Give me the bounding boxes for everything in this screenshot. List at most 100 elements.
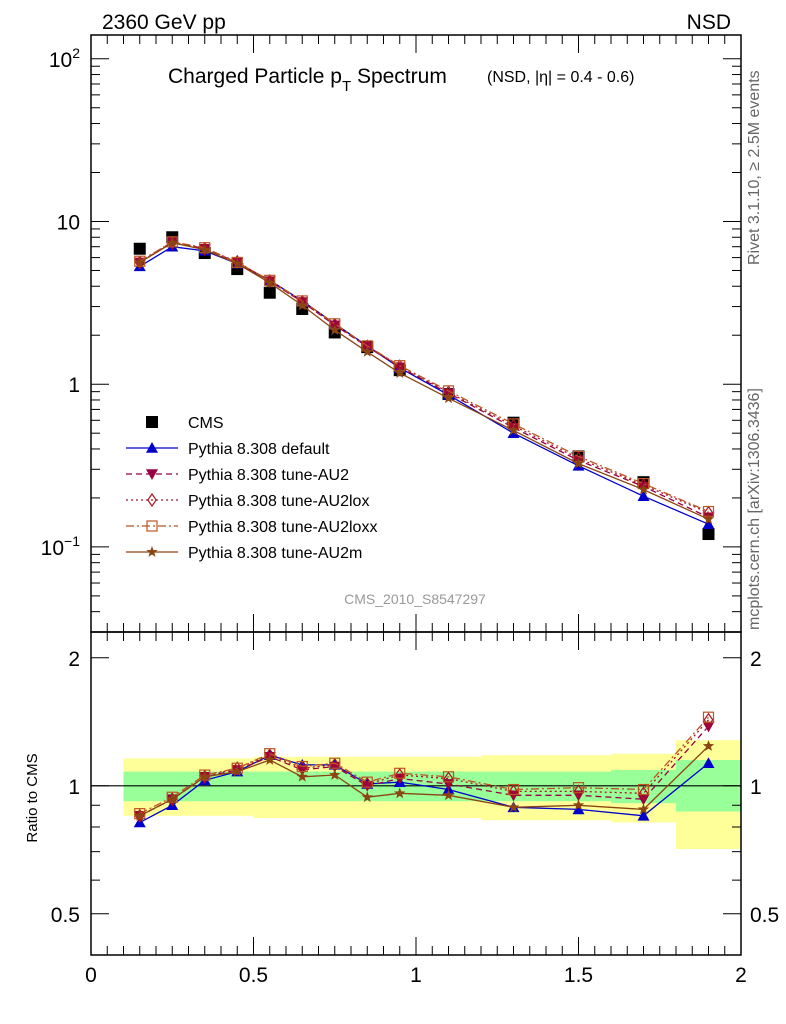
data-point (199, 242, 211, 254)
ratio-data-point (573, 784, 584, 799)
chart-title: Charged Particle pT Spectrum (168, 65, 447, 95)
ratio-data-point (329, 757, 341, 769)
ratio-x-tick-label: 0 (85, 964, 97, 987)
chart-title-suffix: (NSD, |η| = 0.4 - 0.6) (487, 69, 634, 86)
legend-label: Pythia 8.308 tune-AU2 (188, 467, 349, 484)
main-y-tick-label: 10 (57, 211, 80, 234)
data-point (297, 294, 308, 310)
ratio-x-tick-label: 1 (410, 964, 422, 987)
ratio-y-tick-label-right: 1 (750, 776, 762, 799)
ratio-series-line (139, 745, 709, 817)
ratio-data-point (572, 782, 585, 794)
legend-label: Pythia 8.308 default (188, 441, 330, 458)
data-point (264, 276, 276, 288)
main-y-tick-label: 10−1 (41, 533, 81, 560)
ratio-x-tick-label: 0.5 (239, 964, 268, 987)
chart-title-rest: Spectrum (351, 65, 447, 88)
ratio-data-point (637, 803, 650, 815)
legend-marker (146, 546, 158, 557)
ratio-axis-ticks: 0 0.5 1 1.5 2 0.5 0.5 1 1 2 2 (51, 632, 779, 987)
main-series-group (133, 231, 715, 541)
main-axis-ticks: 102 10 1 10−1 (41, 35, 742, 633)
ratio-data-point (703, 712, 714, 727)
ratio-data-point (166, 793, 178, 805)
data-point (134, 256, 146, 268)
series-1 (133, 240, 715, 529)
legend-entry: Pythia 8.308 tune-AU2m (126, 545, 362, 562)
ratio-data-point (572, 799, 585, 811)
data-point (572, 457, 585, 469)
legend-label: Pythia 8.308 tune-AU2loxx (188, 519, 377, 536)
series-5 (134, 236, 715, 525)
legend-label: Pythia 8.308 tune-AU2m (188, 545, 362, 562)
ratio-data-point (637, 809, 650, 821)
legend: CMS Pythia 8.308 default Pythia 8.308 tune… (126, 415, 377, 562)
legend-entry: Pythia 8.308 tune-AU2loxx (126, 519, 377, 536)
ratio-data-point (296, 770, 308, 782)
ratio-data-point (443, 771, 454, 786)
rivet-version-text: Rivet 3.1.10, ≥ 2.5M events (746, 70, 763, 265)
analysis-watermark: CMS_2010_S8547297 (344, 591, 486, 607)
data-point (637, 483, 650, 495)
ratio-y-axis-label: Ratio to CMS (24, 753, 41, 842)
header-left-text: 2360 GeV pp (102, 11, 226, 34)
ratio-data-point (199, 769, 210, 784)
ratio-data-point (702, 711, 715, 723)
legend-marker (146, 416, 158, 428)
ratio-data-point (637, 783, 650, 796)
ratio-x-tick-label: 1.5 (564, 964, 593, 987)
data-point (263, 286, 276, 299)
ratio-data-point (442, 789, 455, 801)
ratio-data-point (702, 721, 715, 733)
legend-entry: CMS (146, 415, 224, 432)
ratio-data-point (572, 803, 585, 815)
legend-marker (146, 469, 158, 480)
main-plot-frame (90, 34, 742, 633)
main-y-tick-label: 1 (68, 374, 80, 397)
ratio-data-point (638, 786, 649, 801)
ratio-data-point (231, 765, 243, 777)
chart-title-subscript: T (342, 78, 351, 95)
ratio-data-point (702, 757, 715, 769)
data-point (231, 256, 243, 269)
data-point (329, 324, 341, 335)
ratio-plot-panel: 0 0.5 1 1.5 2 0.5 0.5 1 1 2 2 Ratio to CMS (24, 631, 779, 987)
mcplots-source-text: mcplots.cern.ch [arXiv:1306.3436] (746, 388, 763, 630)
main-plot-panel: 102 10 1 10−1 Charged Particle pT Spectrum … (41, 34, 742, 633)
ratio-y-tick-label-right: 0.5 (750, 904, 779, 927)
legend-entry: Pythia 8.308 default (126, 441, 330, 458)
data-point (702, 513, 715, 525)
ratio-data-point (361, 776, 373, 788)
legend-marker (146, 442, 158, 453)
data-point (133, 242, 146, 255)
data-point (296, 299, 308, 311)
legend-entry: Pythia 8.308 tune-AU2 (126, 467, 349, 484)
main-y-tick-label: 102 (49, 45, 80, 72)
ratio-data-point (361, 781, 374, 792)
data-point (702, 518, 715, 529)
ratio-y-tick-label: 0.5 (51, 904, 80, 927)
ratio-data-point (134, 809, 146, 821)
ratio-data-point (199, 770, 211, 782)
data-point (507, 424, 520, 436)
data-point (231, 257, 243, 269)
legend-marker (146, 520, 158, 532)
ratio-y-tick-label: 2 (68, 648, 80, 671)
ratio-data-point (394, 787, 406, 799)
legend-entry: Pythia 8.308 tune-AU2lox (126, 492, 369, 510)
data-point (361, 345, 373, 357)
ratio-data-point (166, 791, 178, 803)
data-point (394, 367, 406, 378)
ratio-data-point (296, 765, 309, 776)
ratio-data-point (442, 771, 455, 783)
ratio-data-point (361, 791, 373, 803)
ratio-x-tick-label: 2 (735, 964, 747, 987)
data-point (166, 236, 178, 248)
ratio-data-point (702, 740, 715, 751)
ratio-series-group (133, 711, 715, 828)
ratio-data-point (394, 767, 405, 783)
ratio-data-point (329, 769, 341, 780)
ratio-y-tick-label-right: 2 (750, 648, 762, 671)
data-point (702, 528, 715, 541)
